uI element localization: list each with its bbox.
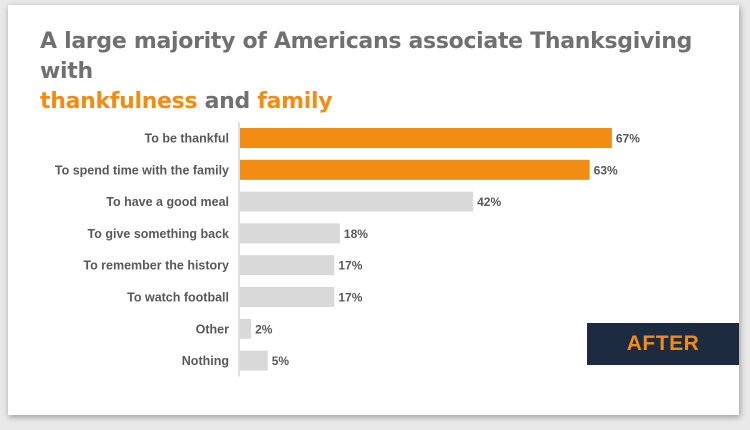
value-label: 2% bbox=[255, 322, 273, 336]
value-label: 63% bbox=[594, 163, 618, 177]
category-label: Other bbox=[196, 322, 229, 336]
bar bbox=[240, 191, 474, 212]
bar-chart: To be thankful 67% To spend time with the … bbox=[55, 122, 640, 377]
value-label: 18% bbox=[344, 227, 368, 241]
chart-title: A large majority of Americans associate … bbox=[40, 27, 720, 117]
value-label: 42% bbox=[477, 195, 501, 209]
title-highlight-family: family bbox=[257, 89, 333, 114]
after-badge: AFTER bbox=[587, 323, 739, 365]
title-connector: and bbox=[204, 89, 251, 114]
value-label: 5% bbox=[272, 354, 290, 368]
value-label: 17% bbox=[338, 259, 362, 273]
category-label: To have a good meal bbox=[106, 195, 229, 209]
title-highlight-thankfulness: thankfulness bbox=[40, 89, 198, 114]
bar bbox=[240, 350, 268, 371]
category-label: To watch football bbox=[127, 291, 229, 305]
category-label: To give something back bbox=[88, 227, 230, 241]
value-label: 17% bbox=[338, 291, 362, 305]
category-label: Nothing bbox=[182, 354, 229, 368]
slide: A large majority of Americans associate … bbox=[8, 5, 739, 415]
category-label: To be thankful bbox=[145, 132, 230, 146]
value-label: 67% bbox=[616, 132, 640, 146]
bar bbox=[240, 223, 340, 244]
bar bbox=[240, 318, 252, 339]
bar bbox=[240, 128, 612, 148]
bar bbox=[240, 159, 590, 180]
category-label: To spend time with the family bbox=[55, 163, 229, 177]
title-line1: A large majority of Americans associate … bbox=[40, 29, 693, 84]
bar bbox=[240, 255, 335, 276]
category-label: To remember the history bbox=[83, 259, 229, 273]
bar bbox=[240, 287, 335, 307]
